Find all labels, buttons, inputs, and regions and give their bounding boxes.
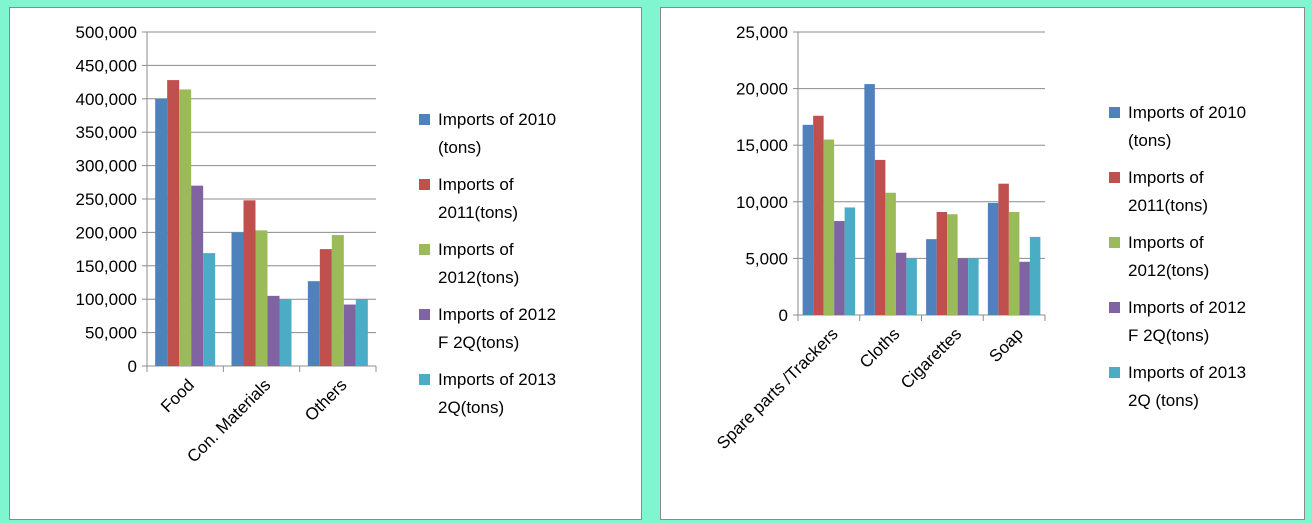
legend-swatch: [1109, 172, 1120, 183]
bar: [834, 221, 845, 315]
legend-label: (tons): [1128, 131, 1171, 150]
y-tick-label: 400,000: [76, 90, 137, 109]
x-tick-label: Cloths: [856, 324, 904, 372]
bar: [968, 258, 979, 315]
bar: [267, 295, 280, 366]
chart-panel-left: 0 50,000 100,000 150,000 200,000 250,000 300,0…: [9, 7, 642, 520]
legend: Imports of 2010 (tons) Imports of 2011(tons…: [419, 110, 556, 417]
legend-swatch: [419, 114, 430, 125]
legend-label: 2012(tons): [438, 268, 519, 287]
y-tick-label: 250,000: [76, 190, 137, 209]
legend-swatch: [1109, 367, 1120, 378]
bar: [255, 230, 268, 366]
bar: [813, 115, 824, 315]
legend-label: F 2Q(tons): [1128, 326, 1209, 345]
legend-label: Imports of: [438, 240, 514, 259]
bar: [307, 281, 320, 366]
y-tick-label: 25,000: [736, 23, 788, 42]
bar: [936, 211, 948, 315]
legend-swatch: [1109, 237, 1120, 248]
y-tick-label: 10,000: [736, 193, 788, 212]
bar: [802, 124, 814, 315]
x-tick-label: Soap: [985, 324, 1027, 366]
y-tick-label: 100,000: [76, 290, 137, 309]
y-tick-label: 500,000: [76, 23, 137, 42]
bar: [1008, 211, 1020, 315]
bar: [844, 207, 856, 315]
y-tick-label: 450,000: [76, 56, 137, 75]
y-tick-label: 5,000: [745, 249, 788, 268]
y-tick-label: 15,000: [736, 136, 788, 155]
bar: [243, 200, 256, 366]
legend-label: Imports of: [438, 175, 514, 194]
bar: [179, 89, 192, 366]
bar: [279, 299, 292, 366]
bar: [191, 185, 204, 366]
bar: [231, 232, 244, 366]
bar: [864, 84, 875, 316]
bar: [926, 239, 937, 315]
bar: [319, 249, 332, 366]
legend-label: 2011(tons): [438, 203, 518, 222]
y-tick-label: 350,000: [76, 123, 137, 142]
legend-label: (tons): [438, 138, 481, 157]
bar: [823, 139, 835, 315]
legend-label: Imports of: [1128, 168, 1204, 187]
legend-swatch: [419, 179, 430, 190]
y-tick-label: 20,000: [736, 80, 788, 99]
x-tick-label: Others: [301, 375, 351, 425]
bar: [331, 235, 344, 366]
legend-label: 2Q(tons): [438, 398, 504, 417]
legend-label: Imports of 2013: [438, 370, 556, 389]
legend-label: Imports of 2010: [438, 110, 556, 129]
legend-swatch: [1109, 107, 1120, 118]
bar: [885, 192, 896, 315]
bar: [155, 98, 168, 367]
bar: [895, 252, 907, 315]
y-tick-label: 0: [779, 306, 788, 325]
legend-swatch: [1109, 302, 1120, 313]
y-tick-label: 150,000: [76, 257, 137, 276]
bar: [1029, 236, 1041, 315]
x-tick-label: Spare parts /Trackers: [713, 324, 842, 453]
y-tick-label: 200,000: [76, 223, 137, 242]
legend-swatch: [419, 309, 430, 320]
y-tick-label: 300,000: [76, 157, 137, 176]
legend-label: 2Q (tons): [1128, 391, 1199, 410]
bar: [906, 258, 917, 315]
bar: [957, 258, 969, 315]
legend-label: F 2Q(tons): [438, 333, 519, 352]
legend-label: Imports of 2010: [1128, 103, 1246, 122]
x-tick-label: Food: [157, 375, 198, 416]
chart-left-svg: 0 50,000 100,000 150,000 200,000 250,000 300,0…: [76, 23, 557, 466]
legend-swatch: [419, 244, 430, 255]
legend: Imports of 2010 (tons) Imports of 2011(tons…: [1109, 103, 1246, 410]
legend-swatch: [419, 374, 430, 385]
bar: [998, 183, 1009, 315]
x-tick-label: Cigarettes: [897, 324, 965, 392]
bar: [167, 80, 180, 366]
bar: [203, 253, 216, 366]
legend-label: Imports of 2013: [1128, 363, 1246, 382]
chart-right-svg: 0 5,000 10,000 15,000 20,000 25,000 Spare part…: [713, 23, 1246, 453]
bar: [874, 159, 886, 315]
y-tick-label: 50,000: [85, 324, 137, 343]
bar: [947, 214, 958, 315]
legend-label: Imports of 2012: [1128, 298, 1246, 317]
bar: [355, 299, 368, 366]
bar: [343, 304, 356, 366]
y-tick-label: 0: [128, 357, 137, 376]
bar: [1019, 261, 1030, 315]
legend-label: Imports of 2012: [438, 305, 556, 324]
legend-label: 2011(tons): [1128, 196, 1208, 215]
chart-panel-right: 0 5,000 10,000 15,000 20,000 25,000 Spare part…: [660, 7, 1305, 520]
legend-label: Imports of: [1128, 233, 1204, 252]
legend-label: 2012(tons): [1128, 261, 1209, 280]
bar: [987, 202, 999, 315]
